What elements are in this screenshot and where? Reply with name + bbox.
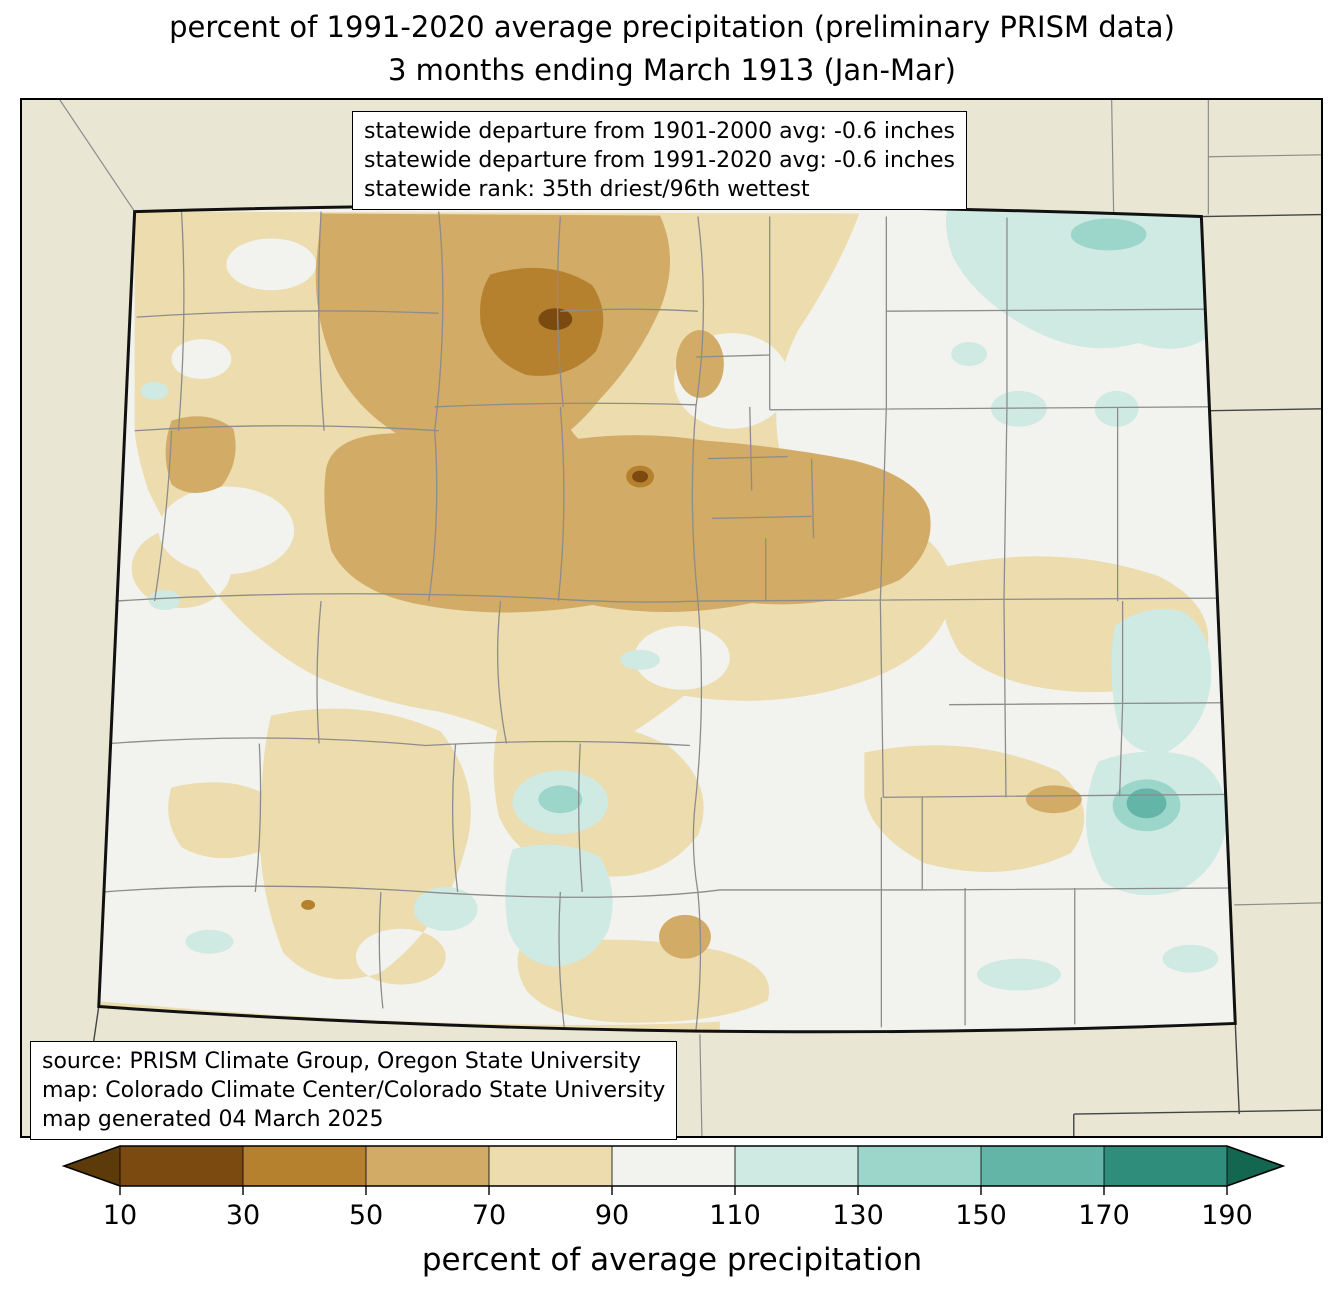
county-lines-east [697,216,1234,1028]
colorbar-segment-70-90 [489,1146,612,1186]
state-interior [98,205,1236,1032]
precip-150-170-regions [1126,788,1167,819]
source-line-1: source: PRISM Climate Group, Oregon Stat… [42,1049,642,1074]
stats-line-2: statewide departure from 1991-2020 avg: … [364,148,955,173]
colorbar: 10 30 50 70 90 110 130 150 170 190 perce… [61,1145,1286,1278]
colorbar-left-arrow [64,1146,120,1186]
statewide-stats-box: statewide departure from 1901-2000 avg: … [352,111,967,210]
colorbar-tick-130: 130 [832,1200,884,1231]
map-title: percent of 1991-2020 average precipitati… [0,6,1344,92]
colorbar-tick-30: 30 [226,1200,260,1231]
source-attribution-box: source: PRISM Climate Group, Oregon Stat… [30,1041,678,1140]
source-line-2: map: Colorado Climate Center/Colorado St… [42,1078,666,1103]
colorbar-segment-50-70 [366,1146,489,1186]
colorbar-segment-170-190 [1104,1146,1227,1186]
colorado-precipitation-map [22,100,1321,1136]
colorbar-tick-70: 70 [472,1200,506,1231]
title-line-2: 3 months ending March 1913 (Jan-Mar) [388,53,956,87]
colorbar-dividers [119,1146,1228,1186]
colorbar-axis-label: percent of average precipitation [422,1242,922,1278]
colorbar-tick-50: 50 [349,1200,383,1231]
colorbar-segment-90-110 [612,1146,735,1186]
colorbar-tick-170: 170 [1078,1200,1130,1231]
stats-line-3: statewide rank: 35th driest/96th wettest [364,177,810,202]
colorbar-segment-10-30 [120,1146,243,1186]
colorbar-segment-30-50 [243,1146,366,1186]
map-frame [20,98,1323,1138]
colorbar-tick-10: 10 [103,1200,137,1231]
colorbar-tick-110: 110 [709,1200,761,1231]
colorbar-segment-110-130 [735,1146,858,1186]
source-line-3: map generated 04 March 2025 [42,1107,384,1132]
colorbar-tick-marks [119,1186,1228,1195]
title-line-1: percent of 1991-2020 average precipitati… [169,10,1175,44]
precip-50-70-regions [165,213,1082,959]
colorbar-tick-190: 190 [1201,1200,1253,1231]
colorbar-segment-150-170 [981,1146,1104,1186]
precip-110-130-regions [140,206,1227,991]
precip-10-30-regions [538,308,649,483]
colorbar-tick-90: 90 [595,1200,629,1231]
colorbar-tick-150: 150 [955,1200,1007,1231]
colorbar-right-arrow [1227,1146,1283,1186]
neighbor-county-lines [59,100,1321,1136]
colorbar-segment-130-150 [858,1146,981,1186]
stats-line-1: statewide departure from 1901-2000 avg: … [364,119,955,144]
county-lines-west [103,211,923,1031]
